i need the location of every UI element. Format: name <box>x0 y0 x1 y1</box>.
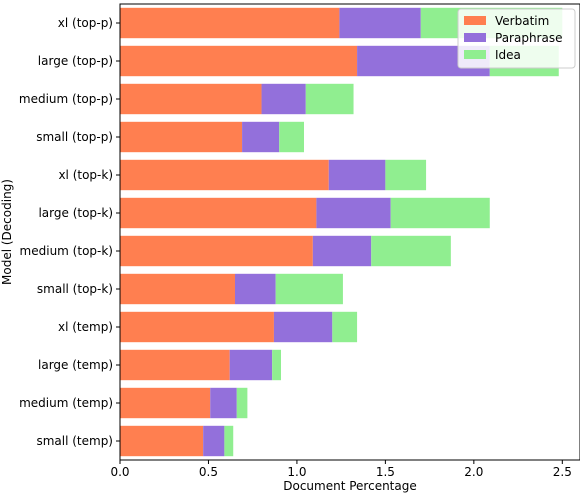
y-tick-label: large (top-p) <box>38 54 113 68</box>
y-tick-label: large (top-k) <box>38 206 113 220</box>
bars-group <box>120 7 563 457</box>
legend-label-verbatim: Verbatim <box>495 14 549 28</box>
bar-paraphrase-2 <box>261 83 306 115</box>
bar-idea-10 <box>236 387 248 419</box>
x-tick-label: 1.0 <box>287 465 306 479</box>
y-tick-label: small (top-k) <box>37 282 113 296</box>
bar-idea-8 <box>332 311 358 343</box>
legend-label-paraphrase: Paraphrase <box>495 31 562 45</box>
bar-verbatim-6 <box>120 235 313 267</box>
legend-swatch-paraphrase <box>464 33 486 42</box>
bar-idea-5 <box>390 197 490 229</box>
x-tick-label: 2.5 <box>553 465 572 479</box>
bar-paraphrase-4 <box>328 159 386 191</box>
bar-idea-2 <box>305 83 354 115</box>
y-axis-label: Model (Decoding) <box>0 179 14 285</box>
y-tick-label: large (temp) <box>38 358 113 372</box>
bar-verbatim-3 <box>120 121 243 153</box>
bar-paraphrase-9 <box>229 349 273 381</box>
bar-paraphrase-11 <box>203 425 225 457</box>
bar-paraphrase-6 <box>312 235 372 267</box>
bar-paraphrase-7 <box>235 273 276 305</box>
y-tick-label: xl (top-k) <box>58 168 113 182</box>
bar-paraphrase-10 <box>210 387 237 419</box>
bar-verbatim-1 <box>120 45 358 77</box>
bar-verbatim-4 <box>120 159 329 191</box>
x-tick-label: 1.5 <box>376 465 395 479</box>
y-tick-label: medium (top-p) <box>19 92 113 106</box>
bar-verbatim-9 <box>120 349 230 381</box>
legend-swatch-idea <box>464 50 486 59</box>
legend-box <box>457 8 576 69</box>
axes-frame <box>119 3 580 461</box>
y-tick-label: xl (top-p) <box>58 16 113 30</box>
legend-label-idea: Idea <box>495 48 521 62</box>
bar-idea-7 <box>275 273 343 305</box>
x-axis-ticks: 0.0 0.5 1.0 1.5 2.0 2.5 <box>110 460 572 479</box>
plot-border <box>119 3 580 461</box>
bar-idea-3 <box>279 121 304 153</box>
y-tick-label: medium (top-k) <box>20 244 113 258</box>
x-tick-label: 0.5 <box>199 465 218 479</box>
bar-paraphrase-8 <box>273 311 333 343</box>
x-axis-label: Document Percentage <box>283 479 417 493</box>
bar-idea-4 <box>385 159 427 191</box>
bar-verbatim-11 <box>120 425 204 457</box>
bar-verbatim-2 <box>120 83 262 115</box>
legend: Verbatim Paraphrase Idea <box>457 8 576 69</box>
legend-swatch-verbatim <box>464 16 486 25</box>
y-tick-label: xl (temp) <box>58 320 113 334</box>
bar-verbatim-7 <box>120 273 235 305</box>
y-tick-label: medium (temp) <box>19 396 113 410</box>
y-tick-label: small (top-p) <box>36 130 113 144</box>
y-tick-label: small (temp) <box>36 434 113 448</box>
bar-verbatim-8 <box>120 311 274 343</box>
bar-idea-9 <box>272 349 281 381</box>
bar-paraphrase-0 <box>339 7 421 39</box>
bar-idea-6 <box>371 235 451 267</box>
x-tick-label: 0.0 <box>110 465 129 479</box>
bar-verbatim-5 <box>120 197 317 229</box>
bar-idea-11 <box>224 425 234 457</box>
bar-paraphrase-3 <box>242 121 280 153</box>
x-tick-label: 2.0 <box>464 465 483 479</box>
y-axis-ticks: xl (top-p) large (top-p) medium (top-p) sma… <box>19 16 120 448</box>
bar-verbatim-10 <box>120 387 211 419</box>
bar-verbatim-0 <box>120 7 340 39</box>
bar-paraphrase-5 <box>316 197 391 229</box>
